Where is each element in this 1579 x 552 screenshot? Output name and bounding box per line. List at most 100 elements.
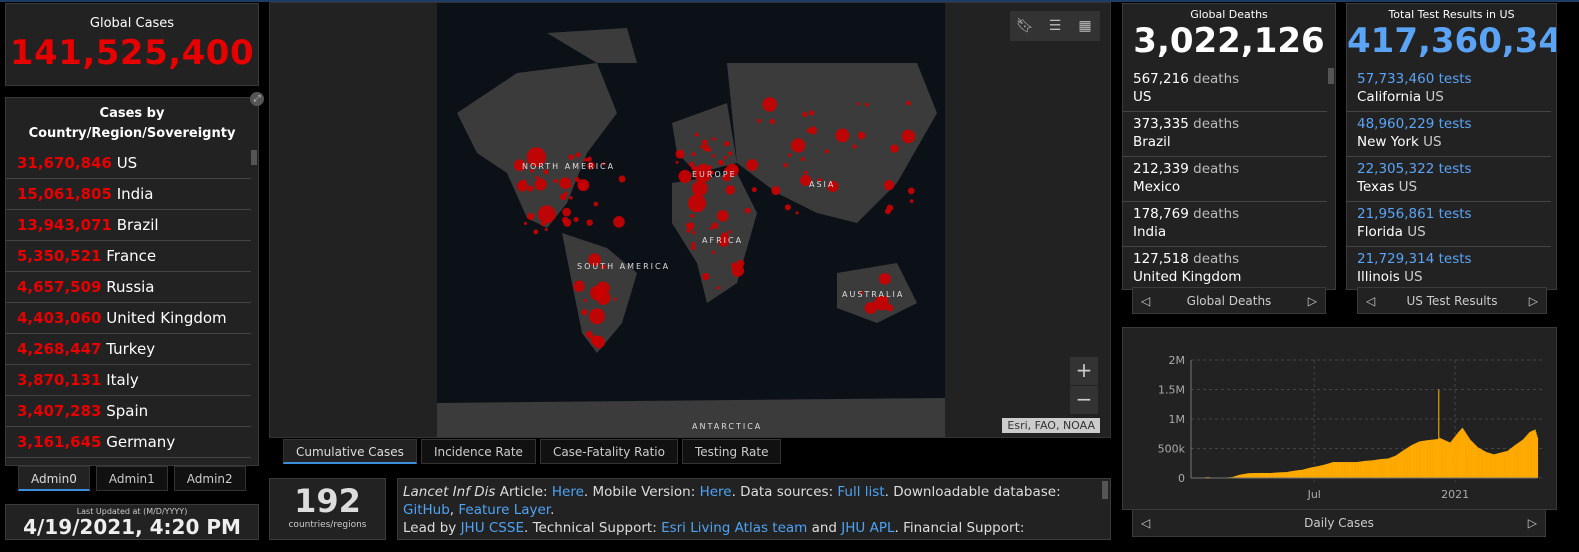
case-bubble[interactable] bbox=[513, 159, 526, 172]
case-bubble[interactable] bbox=[533, 229, 539, 235]
case-bubble[interactable] bbox=[559, 193, 567, 201]
zoom-in-button[interactable]: + bbox=[1070, 357, 1098, 385]
case-bubble[interactable] bbox=[593, 201, 599, 207]
next-arrow-icon[interactable]: ▷ bbox=[1528, 293, 1538, 308]
case-bubble[interactable] bbox=[691, 230, 696, 235]
case-bubble[interactable] bbox=[521, 179, 527, 184]
case-bubble[interactable] bbox=[701, 139, 708, 146]
case-bubble[interactable] bbox=[736, 259, 745, 268]
case-bubble[interactable] bbox=[718, 159, 724, 166]
case-bubble[interactable] bbox=[691, 165, 696, 171]
case-bubble[interactable] bbox=[827, 180, 839, 192]
case-bubble[interactable] bbox=[864, 102, 869, 107]
case-bubble[interactable] bbox=[788, 153, 793, 158]
esri-link[interactable]: Esri Living Atlas team bbox=[661, 520, 808, 536]
case-bubble[interactable] bbox=[795, 211, 799, 215]
case-bubble[interactable] bbox=[562, 207, 571, 217]
case-bubble[interactable] bbox=[806, 128, 811, 133]
case-bubble[interactable] bbox=[581, 309, 588, 316]
case-bubble[interactable] bbox=[688, 161, 695, 167]
case-bubble[interactable] bbox=[686, 222, 695, 230]
case-bubble[interactable] bbox=[523, 221, 528, 226]
case-bubble[interactable] bbox=[716, 210, 729, 222]
case-bubble[interactable] bbox=[543, 169, 549, 175]
case-bubble[interactable] bbox=[709, 227, 713, 231]
case-bubble[interactable] bbox=[574, 176, 580, 182]
prev-arrow-icon[interactable]: ◁ bbox=[1366, 293, 1376, 308]
case-bubble[interactable] bbox=[784, 204, 791, 211]
case-bubble[interactable] bbox=[534, 154, 538, 158]
case-bubble[interactable] bbox=[879, 273, 891, 285]
case-bubble[interactable] bbox=[553, 178, 558, 184]
case-bubble[interactable] bbox=[718, 236, 730, 247]
case-bubble[interactable] bbox=[559, 177, 572, 190]
case-bubble[interactable] bbox=[744, 207, 751, 214]
case-bubble[interactable] bbox=[746, 159, 758, 171]
tab-admin1[interactable]: Admin1 bbox=[95, 466, 168, 491]
case-bubble[interactable] bbox=[712, 137, 716, 141]
case-bubble[interactable] bbox=[783, 163, 788, 168]
case-bubble[interactable] bbox=[771, 186, 781, 196]
deaths-row[interactable]: 567,216 deaths US bbox=[1123, 67, 1327, 112]
case-bubble[interactable] bbox=[724, 140, 730, 147]
bookmark-icon[interactable]: 🔖︎ bbox=[1016, 18, 1034, 34]
case-bubble[interactable] bbox=[852, 144, 857, 149]
next-arrow-icon[interactable]: ▷ bbox=[1527, 516, 1537, 530]
github-link[interactable]: GitHub bbox=[403, 502, 450, 518]
next-arrow-icon[interactable]: ▷ bbox=[1307, 293, 1317, 308]
prev-arrow-icon[interactable]: ◁ bbox=[1141, 293, 1151, 308]
case-bubble[interactable] bbox=[803, 170, 808, 175]
case-bubble[interactable] bbox=[725, 163, 739, 177]
case-bubble[interactable] bbox=[906, 100, 911, 106]
case-bubble[interactable] bbox=[675, 160, 679, 164]
case-bubble[interactable] bbox=[702, 182, 706, 187]
case-bubble[interactable] bbox=[573, 216, 579, 223]
case-bubble[interactable] bbox=[527, 212, 535, 221]
case-bubble[interactable] bbox=[728, 151, 733, 156]
case-bubble[interactable] bbox=[675, 149, 685, 159]
case-bubble[interactable] bbox=[686, 229, 691, 233]
case-bubble[interactable] bbox=[730, 262, 737, 269]
case-bubble[interactable] bbox=[800, 174, 812, 187]
case-bubble[interactable] bbox=[883, 180, 895, 191]
expand-icon[interactable]: ⤢ bbox=[250, 92, 264, 106]
case-bubble[interactable] bbox=[901, 129, 916, 144]
case-bubble[interactable] bbox=[711, 250, 716, 255]
case-bubble[interactable] bbox=[613, 216, 625, 228]
case-bubble[interactable] bbox=[890, 144, 899, 153]
tests-row[interactable]: 48,960,229 tests New York US bbox=[1347, 112, 1551, 157]
case-bubble[interactable] bbox=[791, 138, 806, 153]
case-bubble[interactable] bbox=[856, 102, 860, 106]
case-bubble[interactable] bbox=[808, 126, 818, 135]
case-bubble[interactable] bbox=[534, 178, 547, 191]
case-bubble[interactable] bbox=[586, 161, 595, 170]
tab-admin2[interactable]: Admin2 bbox=[173, 466, 246, 491]
country-row[interactable]: 31,670,846 US bbox=[6, 148, 251, 179]
case-bubble[interactable] bbox=[575, 152, 581, 158]
case-bubble[interactable] bbox=[691, 180, 708, 197]
case-bubble[interactable] bbox=[583, 298, 587, 303]
tests-row[interactable]: 21,729,314 tests Illinois US bbox=[1347, 247, 1551, 289]
country-row[interactable]: 3,161,645 Germany bbox=[6, 427, 251, 458]
country-row[interactable]: 3,870,131 Italy bbox=[6, 365, 251, 396]
case-bubble[interactable] bbox=[728, 230, 733, 234]
basemap-gallery-icon[interactable]: ▦ bbox=[1078, 18, 1092, 34]
country-row[interactable]: 13,943,071 Brazil bbox=[6, 210, 251, 241]
case-bubble[interactable] bbox=[769, 118, 775, 125]
case-bubble[interactable] bbox=[762, 97, 778, 112]
tests-row[interactable]: 21,956,861 tests Florida US bbox=[1347, 202, 1551, 247]
case-bubble[interactable] bbox=[711, 154, 716, 158]
case-bubble[interactable] bbox=[602, 162, 606, 166]
case-bubble[interactable] bbox=[800, 157, 805, 162]
case-bubble[interactable] bbox=[716, 286, 721, 290]
case-bubble[interactable] bbox=[874, 295, 889, 311]
info-scrollbar[interactable] bbox=[1102, 481, 1108, 499]
case-bubble[interactable] bbox=[544, 227, 548, 232]
map-canvas[interactable]: NORTH AMERICA EUROPE ASIA AFRICA SOUTH A… bbox=[437, 3, 945, 438]
case-bubble[interactable] bbox=[527, 185, 534, 192]
case-bubble[interactable] bbox=[589, 285, 605, 301]
article-link[interactable]: Here bbox=[551, 484, 584, 500]
case-bubble[interactable] bbox=[694, 132, 699, 137]
jhu-apl-link[interactable]: JHU APL bbox=[841, 520, 895, 536]
case-bubble[interactable] bbox=[583, 158, 588, 162]
